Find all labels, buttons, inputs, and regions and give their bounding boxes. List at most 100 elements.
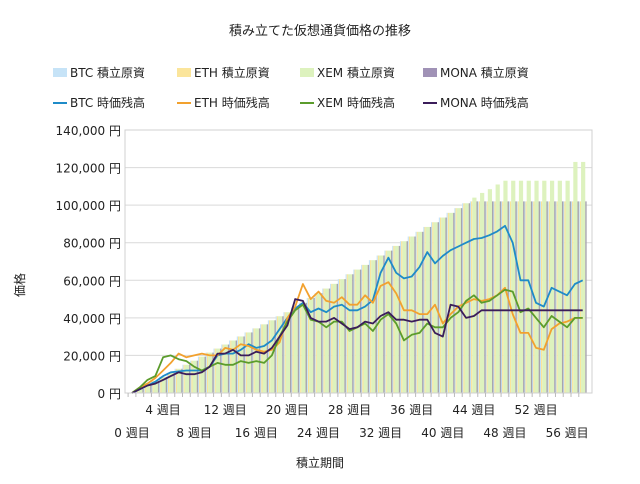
legend-label: BTC 時価残高 <box>70 95 145 110</box>
x-tick-label: 48 週目 <box>483 426 526 440</box>
bar-mona <box>422 232 423 393</box>
bar-eth <box>525 201 526 393</box>
bar-eth <box>518 201 519 393</box>
bar-eth <box>479 201 480 393</box>
bar-eth <box>184 365 185 393</box>
bar-mona <box>484 201 485 393</box>
bar-mona <box>290 312 291 393</box>
bar-xem <box>348 274 352 393</box>
bar-mona <box>306 303 307 393</box>
bar-eth <box>456 208 457 393</box>
y-axis-title: 価格 <box>12 273 27 297</box>
y-tick-label: 80,000 円 <box>63 237 121 251</box>
bar-eth <box>331 284 332 393</box>
bar-xem <box>410 237 414 393</box>
x-tick-label: 28 週目 <box>328 403 371 417</box>
bar-eth <box>199 357 200 393</box>
bar-xem <box>418 232 422 393</box>
x-tick-label: 24 週目 <box>297 426 340 440</box>
legend-swatch <box>423 68 437 77</box>
bar-xem <box>185 365 189 393</box>
bar-mona <box>453 213 454 393</box>
y-tick-label: 60,000 円 <box>63 274 121 288</box>
bar-mona <box>554 201 555 393</box>
bar-eth <box>222 345 223 393</box>
y-tick-label: 40,000 円 <box>63 312 121 326</box>
y-tick-label: 140,000 円 <box>56 124 121 138</box>
bar-eth <box>261 324 262 393</box>
bar-mona <box>562 201 563 393</box>
y-tick-label: 20,000 円 <box>63 349 121 363</box>
bar-xem <box>340 279 344 393</box>
bar-xem <box>480 193 484 393</box>
bar-xem <box>503 181 507 393</box>
legend-label: BTC 積立原資 <box>70 65 145 80</box>
bar-eth <box>549 201 550 393</box>
bar-xem <box>534 181 538 393</box>
x-tick-label: 44 週目 <box>452 403 495 417</box>
bar-mona <box>585 201 586 393</box>
bar-xem <box>332 284 336 393</box>
bar-eth <box>448 213 449 393</box>
bar-mona <box>445 218 446 393</box>
x-tick-label: 20 週目 <box>266 403 309 417</box>
bar-mona <box>407 241 408 393</box>
bar-mona <box>259 328 260 393</box>
bar-xem <box>519 181 523 393</box>
bar-eth <box>502 201 503 393</box>
bar-xem <box>325 289 329 393</box>
chart-title: 積み立てた仮想通貨価格の推移 <box>229 23 411 39</box>
bar-mona <box>414 237 415 393</box>
x-tick-label: 16 週目 <box>235 426 278 440</box>
bar-xem <box>488 189 492 393</box>
bar-xem <box>511 181 515 393</box>
bar-xem <box>441 218 445 393</box>
bar-mona <box>539 201 540 393</box>
bar-mona <box>368 265 369 393</box>
x-tick-label: 4 週目 <box>145 403 180 417</box>
bar-mona <box>577 201 578 393</box>
y-tick-label: 100,000 円 <box>56 199 121 213</box>
x-tick-label: 8 週目 <box>176 426 211 440</box>
bar-eth <box>440 218 441 393</box>
bar-mona <box>205 357 206 393</box>
bar-mona <box>321 293 322 393</box>
bar-eth <box>168 373 169 393</box>
legend-label: ETH 時価残高 <box>194 95 270 110</box>
bar-xem <box>550 181 554 393</box>
x-tick-label: 56 週目 <box>546 426 589 440</box>
bar-mona <box>142 389 143 393</box>
bar-eth <box>300 303 301 393</box>
bar-eth <box>347 274 348 393</box>
bar-xem <box>542 181 546 393</box>
bar-mona <box>313 298 314 393</box>
y-tick-label: 120,000 円 <box>56 162 121 176</box>
bar-xem <box>402 241 406 393</box>
bar-mona <box>531 201 532 393</box>
bar-xem <box>387 251 391 393</box>
bar-eth <box>207 353 208 393</box>
bar-xem <box>566 181 570 393</box>
bar-eth <box>557 201 558 393</box>
bar-eth <box>510 201 511 393</box>
bar-mona <box>438 222 439 393</box>
bar-mona <box>352 274 353 393</box>
legend-label: MONA 積立原資 <box>440 65 529 80</box>
x-axis-title: 積立期間 <box>296 455 344 470</box>
bar-xem <box>581 162 585 393</box>
bar-eth <box>401 241 402 393</box>
legend-swatch <box>300 68 314 77</box>
bar-mona <box>189 365 190 393</box>
bar-eth <box>160 377 161 393</box>
y-axis-ticks: 0 円20,000 円40,000 円60,000 円80,000 円100,0… <box>56 124 121 401</box>
bar-eth <box>323 289 324 393</box>
bar-mona <box>197 361 198 393</box>
legend-label: XEM 積立原資 <box>317 65 395 80</box>
bar-eth <box>409 237 410 393</box>
bar-eth <box>541 201 542 393</box>
bar-mona <box>344 279 345 393</box>
bar-eth <box>580 201 581 393</box>
x-tick-label: 36 週目 <box>390 403 433 417</box>
